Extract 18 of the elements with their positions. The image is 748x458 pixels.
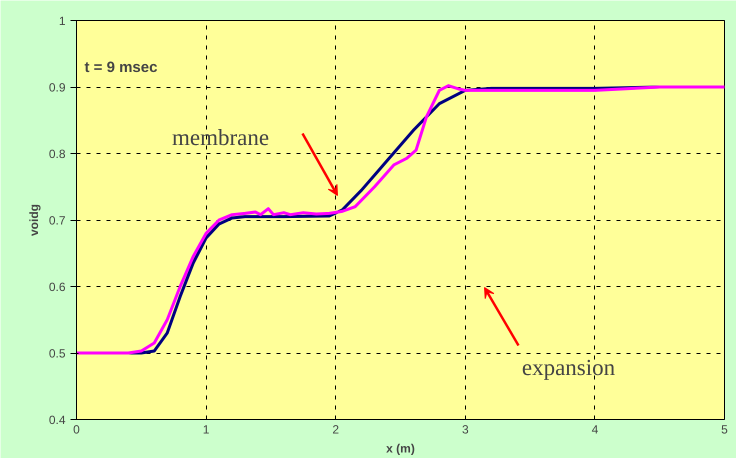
y-tick-label: 0.8 [48,147,66,161]
y-tick-label: 0.9 [48,80,66,94]
x-tick-label: 5 [721,422,728,436]
annotation: membrane [172,125,270,150]
x-axis-title: x (m) [386,442,415,456]
y-tick-label: 0.6 [48,280,66,294]
annotation: expansion [522,355,616,380]
y-axis-title: voidg [26,204,41,236]
y-tick-label: 0.7 [48,214,66,228]
y-tick-label: 0.4 [48,413,66,427]
y-tick-label: 1 [58,14,66,28]
x-tick-label: 2 [332,422,340,436]
x-tick-label: 4 [592,422,599,436]
x-tick-label: 0 [73,422,80,436]
x-tick-label: 1 [202,422,210,436]
y-tick-label: 0.5 [48,346,66,360]
x-tick-label: 3 [462,422,469,436]
annotation: t = 9 msec [84,59,158,76]
